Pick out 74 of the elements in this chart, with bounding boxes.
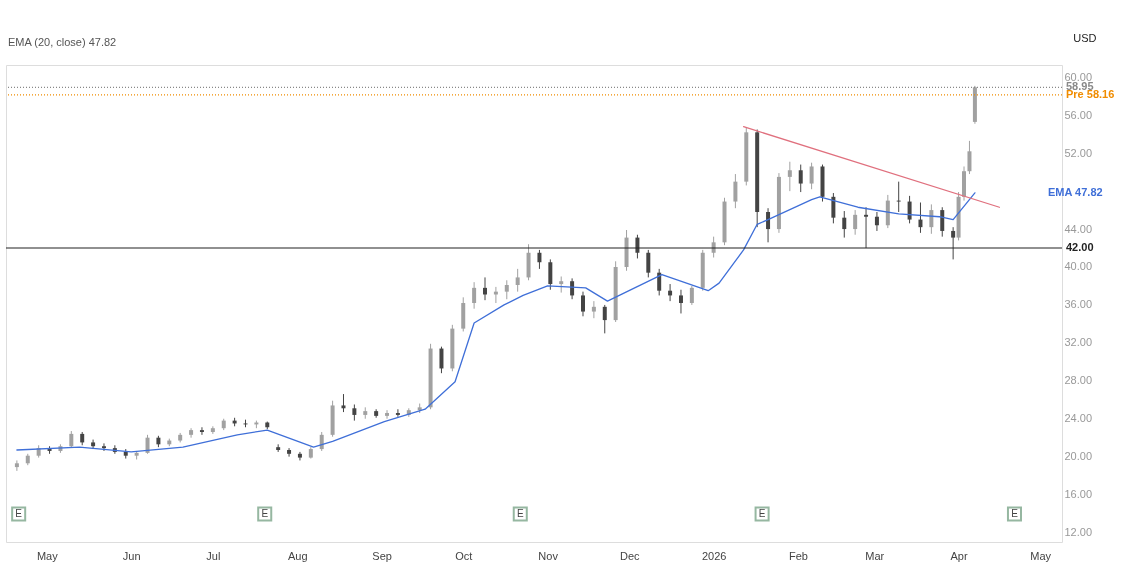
candlestick <box>287 447 292 458</box>
y-tick-label: 36.00 <box>1064 298 1093 311</box>
candlestick <box>940 206 945 238</box>
y-tick-label: 60.00 <box>1064 70 1093 83</box>
y-axis-title: USD <box>1073 31 1097 44</box>
candlestick <box>537 249 542 270</box>
candlestick <box>689 285 694 306</box>
y-tick-label: 44.00 <box>1064 222 1093 235</box>
candlestick <box>918 202 923 234</box>
x-tick-label: Oct <box>455 549 473 562</box>
candlestick <box>580 291 585 317</box>
candlestick <box>189 427 194 439</box>
candlestick <box>809 162 814 190</box>
y-tick-label: 12.00 <box>1064 526 1093 539</box>
text: EMA 47.82 <box>1048 185 1103 198</box>
candlestick <box>548 258 553 291</box>
candlestick <box>831 192 836 224</box>
candlestick <box>896 181 901 213</box>
annotation: E <box>516 508 524 519</box>
candlestick <box>602 304 607 334</box>
candlestick <box>646 249 651 278</box>
candlestick <box>504 279 509 300</box>
y-tick-label: 52.00 <box>1064 146 1093 159</box>
candlestick <box>591 300 596 319</box>
candlestick <box>14 459 19 472</box>
candlestick <box>766 207 771 243</box>
candlestick <box>951 226 956 260</box>
x-tick-label: Jun <box>122 549 141 562</box>
y-tick-label: 56.00 <box>1064 108 1093 121</box>
ref-line-label: 42.00 <box>1066 241 1094 254</box>
annotation: E <box>1011 508 1019 519</box>
annotation: E <box>758 508 766 519</box>
y-tick-label: 40.00 <box>1064 260 1093 273</box>
x-tick-label: Apr <box>950 549 968 562</box>
y-tick-label: 32.00 <box>1064 336 1093 349</box>
candlestick <box>864 206 869 249</box>
candlestick <box>395 408 400 418</box>
candlestick <box>798 164 803 193</box>
candlestick <box>472 281 477 310</box>
y-tick-label: 28.00 <box>1064 374 1093 387</box>
candlestick <box>199 426 204 436</box>
annotation: E <box>15 508 23 519</box>
x-tick-label: 2026 <box>701 549 727 562</box>
x-tick-label: Sep <box>372 549 392 562</box>
x-tick-label: Nov <box>538 549 559 562</box>
candlestick <box>874 211 879 232</box>
candlestick <box>842 210 847 239</box>
candlestick <box>967 140 972 175</box>
candlestick <box>341 393 346 413</box>
x-tick-label: May <box>36 549 59 562</box>
candlestick <box>385 409 390 420</box>
candlestick <box>787 161 792 192</box>
candlestick <box>101 442 106 452</box>
x-tick-label: Jul <box>206 549 221 562</box>
candlestick <box>515 268 520 293</box>
candlestick <box>853 209 858 236</box>
x-tick-label: Dec <box>619 549 641 562</box>
annotation: E <box>261 508 269 519</box>
y-tick-label: 24.00 <box>1064 412 1093 425</box>
candlestick <box>439 346 444 374</box>
candlestick <box>678 289 683 314</box>
candlestick <box>145 434 150 455</box>
text: EMA (20, close) 47.82 <box>8 36 117 48</box>
x-tick-label: May <box>1030 549 1052 562</box>
candlestick <box>907 195 912 224</box>
x-tick-label: Mar <box>865 549 885 562</box>
x-tick-label: Aug <box>287 549 308 562</box>
line-series <box>16 192 976 453</box>
x-tick-label: Feb <box>789 549 808 562</box>
candlestick <box>657 268 662 296</box>
candlestick <box>929 203 934 235</box>
y-tick-label: 20.00 <box>1064 450 1093 463</box>
candlestick <box>733 173 738 209</box>
y-tick-label: 16.00 <box>1064 488 1093 501</box>
